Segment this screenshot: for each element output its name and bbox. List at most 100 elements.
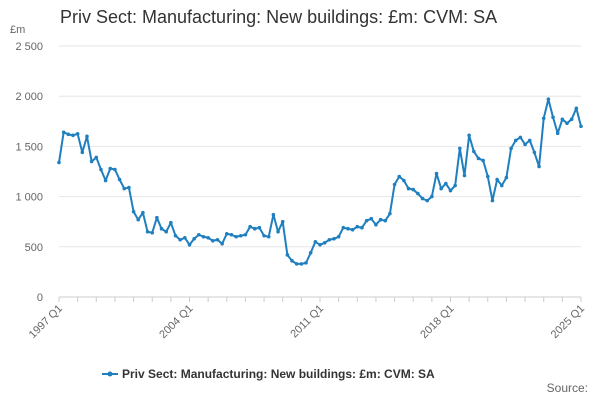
data-point[interactable] — [75, 132, 80, 136]
data-point[interactable] — [350, 227, 355, 232]
data-point[interactable] — [285, 253, 290, 257]
data-point[interactable] — [439, 186, 443, 191]
data-point[interactable] — [117, 177, 122, 182]
data-point[interactable] — [164, 229, 168, 234]
data-point[interactable] — [294, 262, 299, 266]
data-point[interactable] — [369, 216, 374, 221]
data-point[interactable] — [406, 186, 411, 191]
data-point[interactable] — [364, 218, 369, 223]
data-point[interactable] — [85, 134, 89, 139]
data-point[interactable] — [173, 233, 178, 238]
data-point[interactable] — [211, 238, 215, 243]
data-point[interactable] — [402, 178, 406, 183]
data-point[interactable] — [192, 236, 196, 241]
data-point[interactable] — [276, 229, 280, 234]
data-point[interactable] — [565, 121, 569, 126]
data-point[interactable] — [299, 262, 304, 266]
data-point[interactable] — [416, 191, 420, 196]
data-point[interactable] — [322, 240, 327, 245]
data-point[interactable] — [462, 173, 467, 178]
data-point[interactable] — [252, 226, 257, 231]
data-point[interactable] — [490, 198, 495, 203]
data-point[interactable] — [495, 177, 499, 182]
data-point[interactable] — [336, 234, 341, 239]
data-point[interactable] — [513, 138, 518, 143]
data-point[interactable] — [411, 187, 416, 192]
data-point[interactable] — [481, 158, 485, 163]
legend[interactable]: Priv Sect: Manufacturing: New buildings:… — [102, 367, 435, 381]
data-point[interactable] — [131, 209, 136, 214]
data-point[interactable] — [94, 155, 99, 160]
data-point[interactable] — [220, 241, 224, 246]
data-point[interactable] — [434, 171, 439, 176]
data-point[interactable] — [360, 225, 364, 230]
data-point[interactable] — [532, 150, 537, 155]
data-point[interactable] — [136, 217, 141, 222]
data-point[interactable] — [420, 196, 425, 201]
data-point[interactable] — [485, 174, 490, 179]
data-point[interactable] — [71, 133, 75, 138]
data-point[interactable] — [430, 194, 434, 199]
data-point[interactable] — [509, 146, 513, 151]
data-point[interactable] — [551, 115, 555, 120]
data-point[interactable] — [453, 183, 457, 188]
data-point[interactable] — [555, 131, 560, 136]
data-point[interactable] — [187, 242, 192, 247]
data-point[interactable] — [444, 181, 448, 186]
data-point[interactable] — [215, 237, 220, 242]
data-point[interactable] — [388, 211, 392, 216]
data-point[interactable] — [472, 149, 476, 154]
data-point[interactable] — [150, 230, 155, 235]
data-point[interactable] — [546, 97, 551, 102]
data-point[interactable] — [248, 224, 252, 229]
data-point[interactable] — [476, 156, 481, 161]
data-point[interactable] — [579, 124, 583, 129]
data-point[interactable] — [332, 236, 336, 241]
source-label[interactable]: Source: — [546, 381, 588, 395]
data-point[interactable] — [57, 160, 61, 165]
data-point[interactable] — [327, 237, 332, 242]
data-point[interactable] — [280, 219, 285, 224]
data-point[interactable] — [425, 198, 429, 203]
data-point[interactable] — [201, 234, 206, 239]
data-point[interactable] — [108, 166, 113, 171]
data-point[interactable] — [569, 117, 574, 122]
data-point[interactable] — [243, 232, 248, 237]
data-point[interactable] — [290, 259, 294, 263]
data-point[interactable] — [141, 210, 145, 215]
data-point[interactable] — [523, 142, 527, 147]
data-point[interactable] — [397, 174, 402, 179]
data-point[interactable] — [89, 159, 94, 164]
data-point[interactable] — [99, 167, 103, 172]
data-point[interactable] — [80, 150, 85, 155]
data-point[interactable] — [537, 164, 541, 169]
data-point[interactable] — [527, 138, 532, 143]
data-point[interactable] — [467, 133, 471, 138]
data-point[interactable] — [318, 242, 322, 247]
data-point[interactable] — [155, 215, 159, 220]
data-point[interactable] — [448, 188, 453, 193]
data-point[interactable] — [392, 182, 397, 187]
data-point[interactable] — [313, 239, 318, 244]
data-point[interactable] — [145, 229, 150, 234]
data-point[interactable] — [518, 135, 523, 140]
data-point[interactable] — [61, 130, 66, 135]
data-point[interactable] — [458, 146, 462, 151]
data-point[interactable] — [178, 237, 182, 242]
data-point[interactable] — [206, 235, 210, 240]
data-point[interactable] — [159, 226, 164, 231]
data-point[interactable] — [257, 225, 262, 230]
data-point[interactable] — [238, 233, 243, 238]
data-point[interactable] — [304, 261, 308, 265]
data-point[interactable] — [378, 217, 383, 222]
data-point[interactable] — [266, 234, 271, 239]
data-point[interactable] — [113, 167, 117, 172]
data-point[interactable] — [224, 231, 229, 236]
data-point[interactable] — [262, 233, 266, 238]
data-point[interactable] — [169, 220, 173, 225]
data-point[interactable] — [560, 117, 565, 122]
data-point[interactable] — [499, 183, 504, 188]
data-point[interactable] — [504, 175, 509, 180]
data-point[interactable] — [229, 232, 234, 237]
data-point[interactable] — [122, 186, 127, 191]
